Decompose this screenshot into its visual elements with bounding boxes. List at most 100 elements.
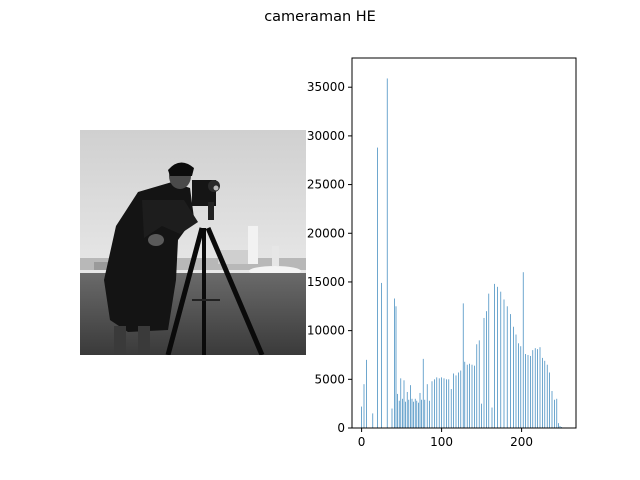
histogram-bar xyxy=(381,282,382,428)
histogram-bar xyxy=(361,406,362,428)
histogram-bar xyxy=(446,379,447,428)
histogram-bar xyxy=(450,389,452,428)
histogram-bar xyxy=(394,298,395,428)
histogram-bar xyxy=(525,354,526,428)
histogram-bar xyxy=(453,373,454,428)
histogram-bar xyxy=(466,364,468,428)
x-tick-label: 0 xyxy=(358,435,366,449)
histogram-bar xyxy=(416,400,418,428)
y-tick-label: 5000 xyxy=(314,372,345,386)
histogram-bar xyxy=(410,385,411,428)
histogram-bar xyxy=(551,391,553,428)
histogram-bar xyxy=(506,306,508,428)
histogram-bar xyxy=(403,380,405,428)
histogram-bar xyxy=(424,399,426,428)
histogram-bar xyxy=(402,398,403,428)
histogram-bar xyxy=(497,286,498,428)
histogram-bar xyxy=(520,346,522,428)
histogram-bar xyxy=(391,408,393,428)
histogram-bar xyxy=(537,349,538,428)
histogram-bar xyxy=(544,360,546,428)
histogram-bar xyxy=(372,413,374,428)
histogram-bar xyxy=(462,303,464,428)
histogram-bar xyxy=(559,426,561,428)
histogram-bar xyxy=(426,384,428,428)
histogram-bar xyxy=(476,344,478,428)
histogram-bar xyxy=(458,372,459,428)
histogram-bar xyxy=(546,364,548,428)
histogram-bar xyxy=(539,347,541,428)
histogram-bar xyxy=(542,357,543,428)
histogram-bar xyxy=(431,381,433,428)
histogram-bar xyxy=(400,378,402,428)
histogram-bar xyxy=(532,350,534,428)
histogram-bar xyxy=(556,398,558,428)
histogram-bar xyxy=(443,378,445,428)
histogram-bar xyxy=(513,326,514,428)
histogram-bar xyxy=(527,354,529,428)
histogram-bar xyxy=(488,293,490,428)
y-tick-label: 10000 xyxy=(307,324,345,338)
x-axis: 0 100 200 xyxy=(358,428,533,449)
histogram-bar xyxy=(518,343,519,428)
histogram-bar xyxy=(478,340,480,428)
histogram-bar xyxy=(481,403,482,428)
plot-area-frame xyxy=(351,57,577,429)
histogram-bar xyxy=(464,361,466,428)
y-tick-label: 25000 xyxy=(307,178,345,192)
histogram-bar xyxy=(398,400,400,428)
histogram-bar xyxy=(406,391,408,428)
histogram-bar xyxy=(366,359,367,428)
histogram-bar xyxy=(434,379,435,428)
bars-layer xyxy=(361,78,566,428)
cameraman-image xyxy=(80,130,306,355)
y-tick-label: 20000 xyxy=(307,226,345,240)
histogram-bar xyxy=(377,147,378,428)
y-tick-label: 15000 xyxy=(307,275,345,289)
histogram-bar xyxy=(363,384,365,428)
histogram-bar xyxy=(522,272,524,428)
histogram-bar xyxy=(411,398,413,428)
histogram-bar xyxy=(510,314,511,428)
histogram-bar xyxy=(397,393,398,428)
histogram-bar xyxy=(558,423,559,428)
histogram-bar xyxy=(413,401,414,428)
histogram-bar xyxy=(448,379,450,428)
histogram-bar xyxy=(436,377,438,428)
histogram-bar xyxy=(460,370,462,428)
y-tick-label: 35000 xyxy=(307,80,345,94)
histogram-bar xyxy=(438,378,440,428)
y-tick-label: 30000 xyxy=(307,129,345,143)
histogram-bar xyxy=(455,375,457,428)
histogram-bar xyxy=(500,291,502,428)
histogram-bar xyxy=(395,306,397,428)
histogram-bar xyxy=(483,317,485,428)
x-tick-label: 100 xyxy=(430,435,453,449)
y-axis: 0 5000 10000 15000 20000 25000 30000 35000 xyxy=(307,80,352,435)
histogram-bar xyxy=(419,392,421,428)
histogram-bar xyxy=(554,399,555,428)
histogram-bar xyxy=(515,334,517,428)
histogram-bar xyxy=(486,311,487,428)
figure-title: cameraman HE xyxy=(264,9,376,25)
histogram-bar xyxy=(386,78,388,428)
histogram-bar xyxy=(408,399,410,428)
histogram-bar xyxy=(441,377,442,428)
y-tick-label: 0 xyxy=(337,421,345,435)
histogram-bar xyxy=(534,348,536,428)
histogram-bar xyxy=(491,407,493,428)
histogram-bar xyxy=(422,358,424,428)
histogram-bar xyxy=(414,398,416,428)
histogram-bar xyxy=(474,365,475,428)
histogram-bar xyxy=(405,401,406,428)
histogram-bar xyxy=(429,400,430,428)
histogram-bar xyxy=(418,402,419,428)
histogram-bar xyxy=(549,372,550,428)
histogram-bar xyxy=(469,363,470,428)
x-tick-label: 200 xyxy=(510,435,533,449)
histogram-bar xyxy=(494,283,495,428)
histogram-bar xyxy=(530,355,531,428)
histogram-bar xyxy=(471,364,473,428)
histogram-bar xyxy=(421,399,422,428)
